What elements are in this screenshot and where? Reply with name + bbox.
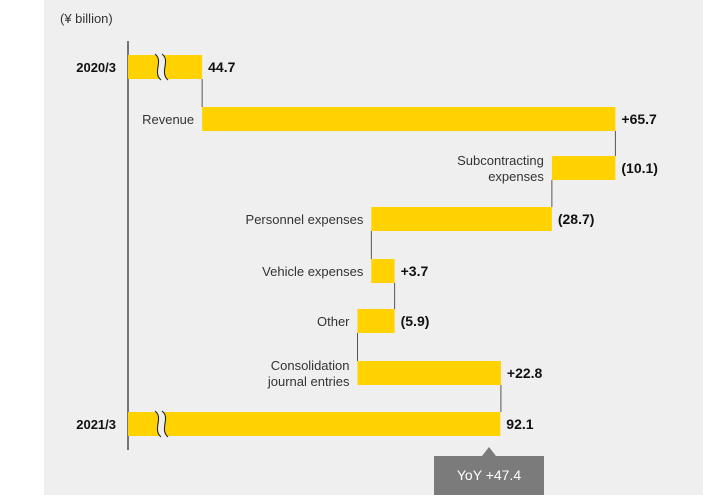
row-revenue-bar bbox=[202, 107, 616, 131]
row-revenue-category-label: Revenue bbox=[142, 112, 194, 127]
row-other-category-label: Other bbox=[317, 314, 350, 329]
row-other-value-label: (5.9) bbox=[401, 313, 430, 329]
unit-label: (¥ billion) bbox=[60, 11, 113, 26]
row-consolidation-journal-entries-bar bbox=[357, 361, 501, 385]
row-2020-3-category-label: 2020/3 bbox=[76, 60, 116, 75]
yoy-callout: YoY +47.4 bbox=[434, 456, 544, 495]
axis-break-icon bbox=[154, 410, 169, 438]
callout-arrow bbox=[482, 447, 496, 456]
row-2021-3-bar bbox=[128, 412, 501, 436]
row-vehicle-expenses-category-label: Vehicle expenses bbox=[262, 264, 364, 279]
row-revenue-value-label: +65.7 bbox=[621, 111, 657, 127]
row-2021-3-category-label: 2021/3 bbox=[76, 417, 116, 432]
axis-break-icon bbox=[154, 53, 169, 81]
row-subcontracting-expenses-bar bbox=[551, 156, 616, 180]
row-other-bar bbox=[357, 309, 395, 333]
row-2021-3-value-label: 92.1 bbox=[506, 416, 533, 432]
row-vehicle-expenses-value-label: +3.7 bbox=[401, 263, 429, 279]
row-personnel-expenses-category-label: Personnel expenses bbox=[246, 212, 364, 227]
row-personnel-expenses-bar bbox=[371, 207, 552, 231]
row-consolidation-journal-entries-value-label: +22.8 bbox=[507, 365, 543, 381]
row-subcontracting-expenses-category-label-line-1: Subcontracting bbox=[457, 153, 544, 168]
row-subcontracting-expenses-category-label-line-2: expenses bbox=[488, 169, 544, 184]
row-subcontracting-expenses-value-label: (10.1) bbox=[621, 160, 658, 176]
row-vehicle-expenses-bar bbox=[371, 259, 395, 283]
row-consolidation-journal-entries-category-label-line-1: Consolidation bbox=[271, 358, 350, 373]
row-2020-3-value-label: 44.7 bbox=[208, 59, 235, 75]
row-personnel-expenses-value-label: (28.7) bbox=[558, 211, 595, 227]
row-consolidation-journal-entries-category-label-line-2: journal entries bbox=[267, 374, 350, 389]
